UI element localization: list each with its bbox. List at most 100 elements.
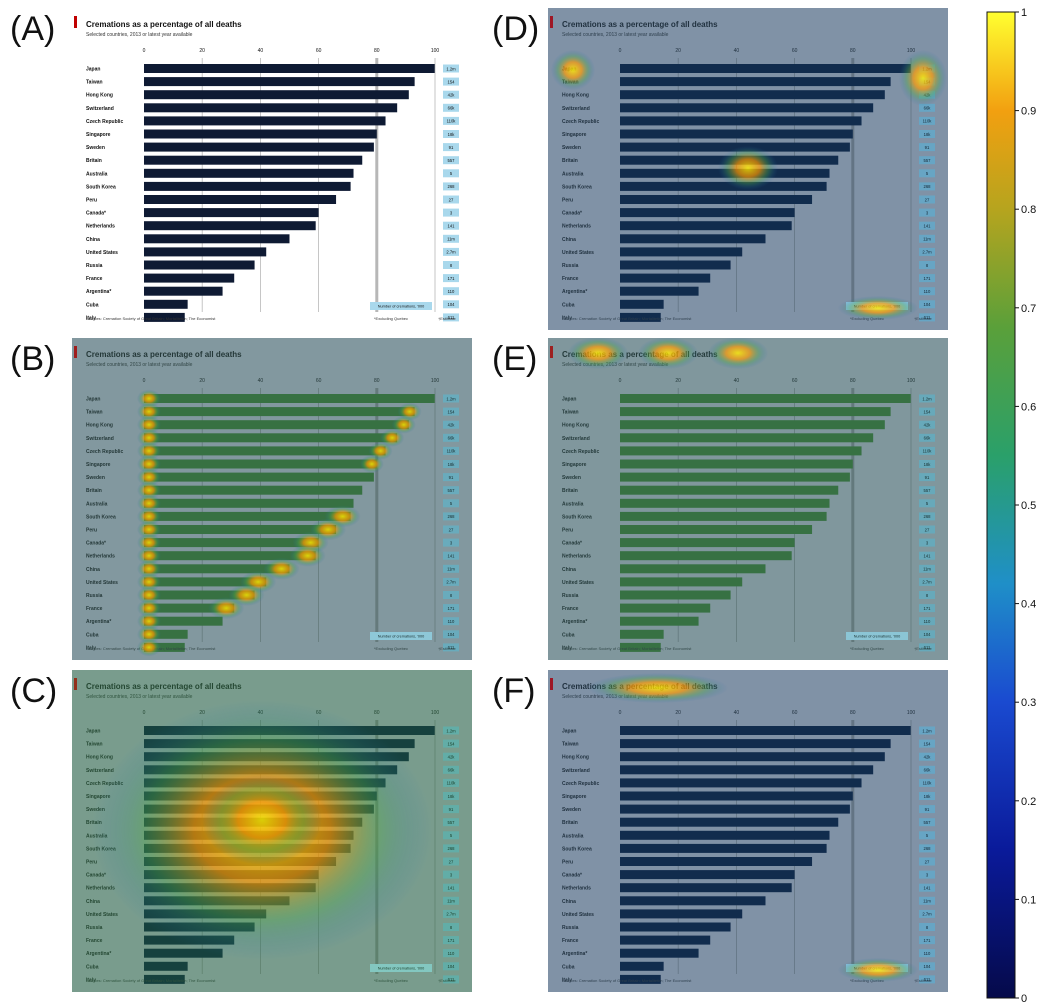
value-box (919, 752, 935, 761)
value-box (919, 103, 935, 112)
value-box (443, 739, 459, 748)
category-label: Canada* (562, 211, 582, 217)
x-tick-label: 100 (431, 710, 440, 716)
bar (620, 260, 731, 270)
category-label: United States (562, 912, 594, 918)
value-label: 2.7m (446, 912, 456, 917)
colorbar-tick-label: 0.9 (1021, 106, 1036, 118)
x-tick-label: 40 (258, 378, 264, 384)
value-label: 18k (924, 132, 932, 137)
category-label: Switzerland (86, 436, 114, 442)
right-header-box (370, 302, 432, 310)
footnote-estimate: †Estimate (914, 316, 933, 321)
category-label: France (562, 606, 579, 612)
value-label: 141 (448, 224, 456, 229)
value-label: 8 (926, 593, 929, 598)
category-label: China (86, 899, 100, 905)
value-label: 18k (924, 794, 932, 799)
category-label: Canada* (86, 211, 106, 217)
panel-label-c: (C) (10, 672, 58, 710)
value-box (443, 182, 459, 191)
value-box (919, 221, 935, 230)
bar (620, 739, 891, 749)
bar (144, 446, 386, 456)
bar (620, 791, 853, 801)
category-label: Italy (562, 977, 572, 983)
category-label: Sweden (562, 475, 581, 481)
bar (620, 103, 874, 113)
value-label: 42k (448, 423, 456, 428)
category-label: France (562, 938, 579, 944)
value-label: 11m (447, 237, 455, 242)
category-label: Britain (562, 158, 578, 164)
source-note: Sources: Cremation Society of Great Brit… (86, 316, 216, 321)
category-label: Peru (86, 860, 97, 866)
bar (144, 485, 363, 495)
value-box (919, 805, 935, 814)
bar (144, 603, 235, 613)
value-box (443, 234, 459, 243)
category-label: South Korea (562, 846, 592, 852)
value-label: 2.7m (922, 250, 932, 255)
category-label: Hong Kong (86, 755, 113, 761)
value-box (919, 182, 935, 191)
category-label: France (562, 276, 579, 282)
bar (620, 616, 699, 626)
category-label: France (86, 938, 103, 944)
category-label: South Korea (562, 514, 592, 520)
category-label: Canada* (562, 541, 582, 547)
category-label: Netherlands (86, 554, 115, 560)
value-box (919, 857, 935, 866)
value-label: 110k (923, 119, 933, 124)
bar (620, 765, 874, 775)
value-label: 11m (923, 567, 931, 572)
bar (620, 857, 813, 866)
category-label: Switzerland (562, 436, 590, 442)
x-tick-label: 100 (907, 378, 916, 384)
bar (620, 922, 731, 932)
x-tick-label: 20 (675, 710, 681, 716)
value-box (919, 617, 935, 626)
value-box (919, 577, 935, 586)
category-label: Netherlands (86, 886, 115, 892)
value-box (443, 818, 459, 827)
bar (620, 394, 911, 403)
value-label: 171 (924, 276, 932, 281)
value-label: 5 (450, 171, 453, 176)
bar (620, 286, 699, 296)
value-label: 110 (924, 951, 931, 956)
category-label: Britain (86, 158, 102, 164)
value-label: 104 (448, 302, 456, 307)
value-box (443, 274, 459, 283)
panel-label-d: (D) (492, 10, 540, 48)
chart-panel-d: Cremations as a percentage of all deaths… (548, 8, 948, 330)
value-box (443, 551, 459, 560)
panel-label-f: (F) (492, 672, 536, 710)
bar (144, 961, 188, 971)
bar (144, 90, 409, 100)
category-label: Australia (562, 501, 584, 507)
footnote-estimate: †Estimate (438, 316, 457, 321)
bar (620, 299, 664, 309)
bar (620, 896, 766, 906)
x-tick-label: 20 (675, 378, 681, 384)
value-box (919, 604, 935, 613)
footnote-estimate: †Estimate (438, 646, 457, 651)
category-label: China (86, 237, 100, 243)
value-box (443, 896, 459, 905)
category-label: Russia (86, 593, 103, 599)
bar (620, 234, 766, 244)
value-box (919, 433, 935, 442)
value-label: 2.7m (922, 912, 932, 917)
value-box (443, 446, 459, 455)
value-box (919, 765, 935, 774)
value-label: 557 (448, 158, 456, 163)
value-label: 611 (448, 977, 455, 982)
bar (144, 195, 337, 204)
bar (620, 407, 891, 417)
bar (620, 247, 743, 257)
colorbar-tick-label: 0.8 (1021, 204, 1036, 216)
value-box (443, 936, 459, 945)
value-label: 5 (926, 171, 929, 176)
footnote: *Excluding Quebec (374, 646, 408, 651)
